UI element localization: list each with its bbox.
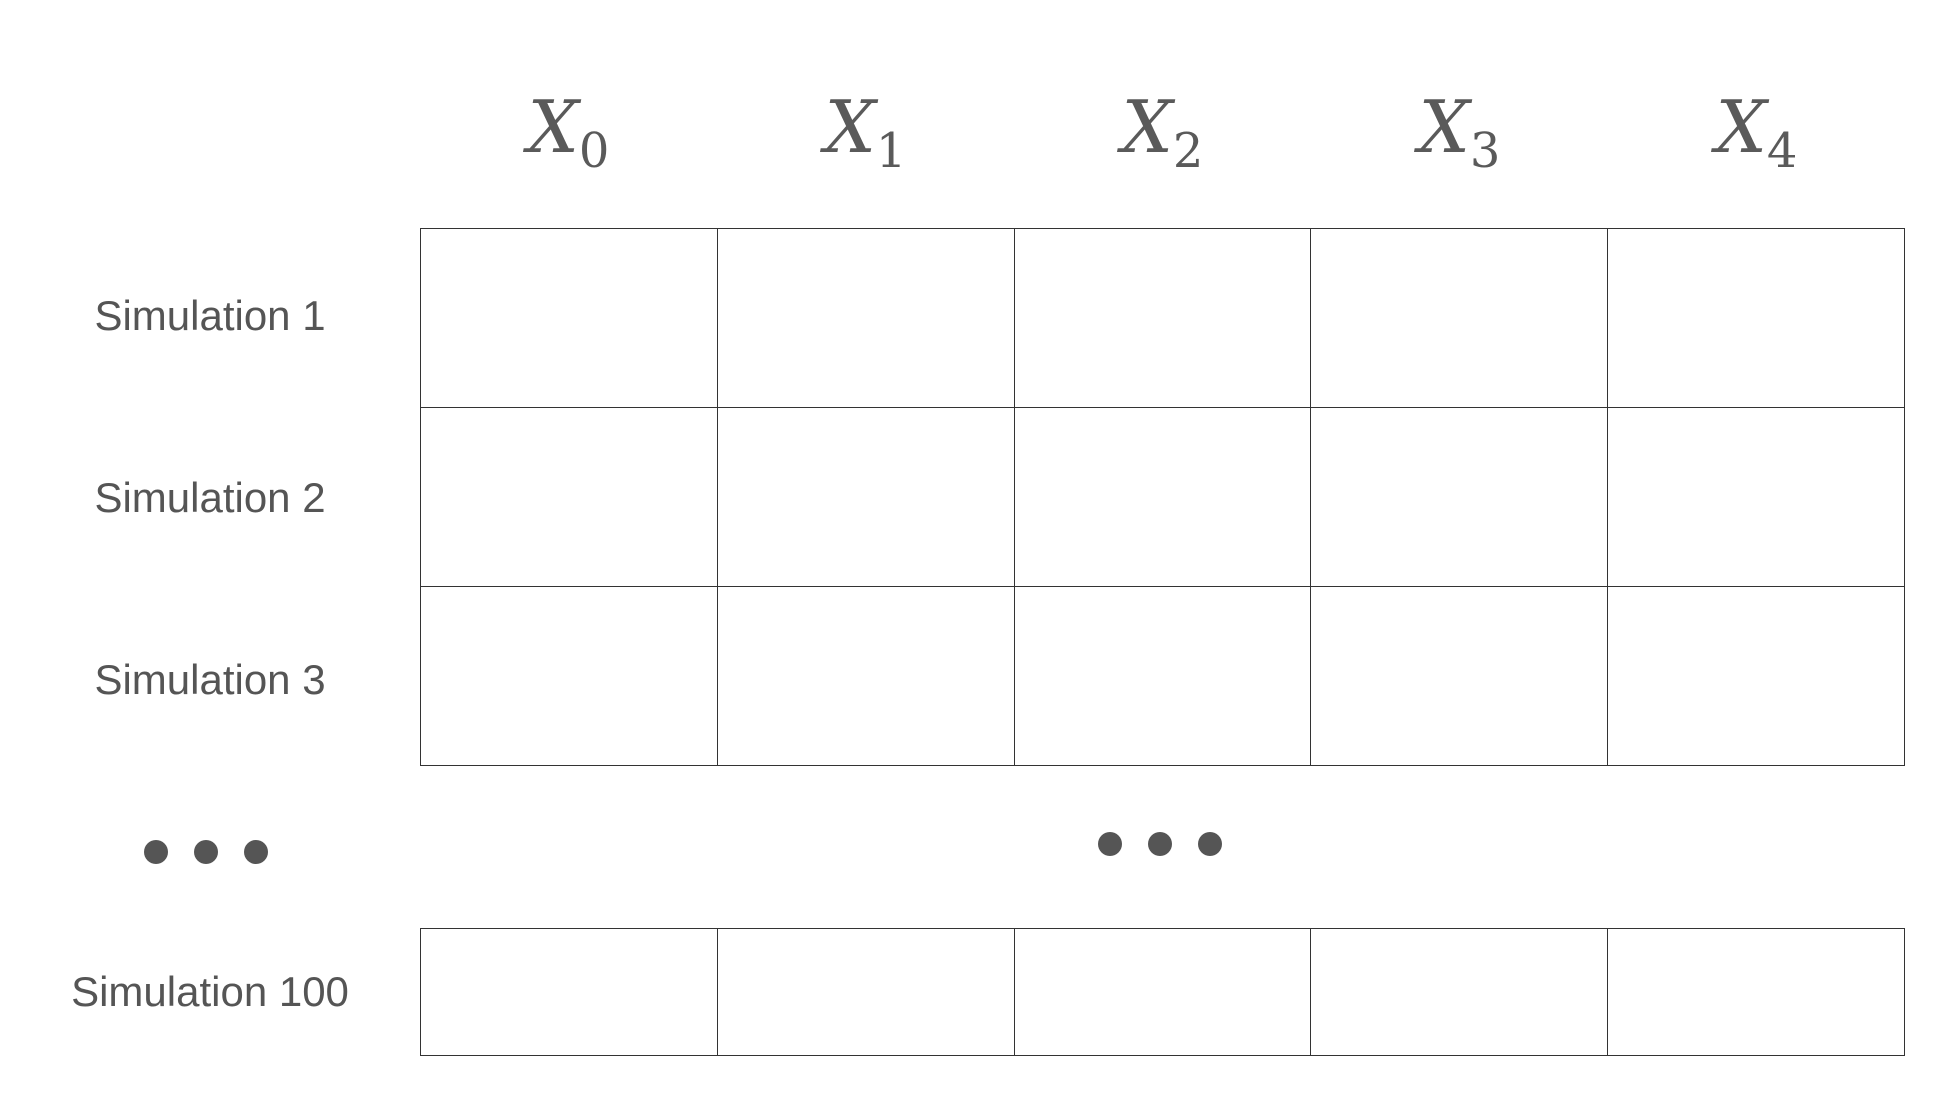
simulation-100-grid-row: [420, 928, 1905, 1056]
ellipsis-dot: [244, 840, 268, 864]
grid-cell: [1608, 408, 1905, 587]
row-label-simulation-2: Simulation 2: [94, 474, 326, 521]
column-header-variable: X: [824, 85, 876, 169]
row-label-simulation-100: Simulation 100: [71, 968, 349, 1015]
grid-cell: [717, 929, 1015, 1056]
grid-cell: [717, 229, 1015, 408]
ellipsis-dot: [1148, 832, 1172, 856]
grid-cell: [1311, 587, 1609, 766]
ellipsis-dot: [144, 840, 168, 864]
grid-cell: [1014, 929, 1312, 1056]
column-header-subscript: 0: [578, 123, 610, 179]
ellipsis-dot: [1198, 832, 1222, 856]
grid-cell: [717, 587, 1015, 766]
ellipsis-dot: [1098, 832, 1122, 856]
column-header-subscript: 2: [1172, 123, 1204, 179]
column-header-subscript: 3: [1469, 123, 1501, 179]
row-ellipsis-dots: [144, 840, 268, 864]
grid-cell: [421, 587, 718, 766]
grid-cell: [717, 408, 1015, 587]
row-label-simulation-1: Simulation 1: [94, 292, 326, 339]
grid-ellipsis-dots: [1098, 832, 1222, 856]
column-header-variable: X: [1121, 85, 1173, 169]
grid-cell: [1311, 229, 1609, 408]
grid-cell: [421, 408, 718, 587]
grid-cell: [1608, 229, 1905, 408]
simulation-grid: [420, 228, 1905, 766]
column-header-subscript: 4: [1766, 123, 1798, 179]
ellipsis-dot: [194, 840, 218, 864]
column-header-subscript: 1: [875, 123, 907, 179]
grid-cell: [421, 229, 718, 408]
grid-cell: [1014, 587, 1312, 766]
grid-cell: [421, 929, 718, 1056]
grid-cell: [1608, 587, 1905, 766]
grid-cell: [1311, 408, 1609, 587]
grid-cell: [1311, 929, 1609, 1056]
grid-cell: [1014, 229, 1312, 408]
column-header-variable: X: [527, 85, 579, 169]
column-header-variable: X: [1418, 85, 1470, 169]
column-header-variable: X: [1715, 85, 1767, 169]
grid-cell: [1014, 408, 1312, 587]
grid-cell: [1608, 929, 1905, 1056]
row-label-simulation-3: Simulation 3: [94, 656, 326, 703]
